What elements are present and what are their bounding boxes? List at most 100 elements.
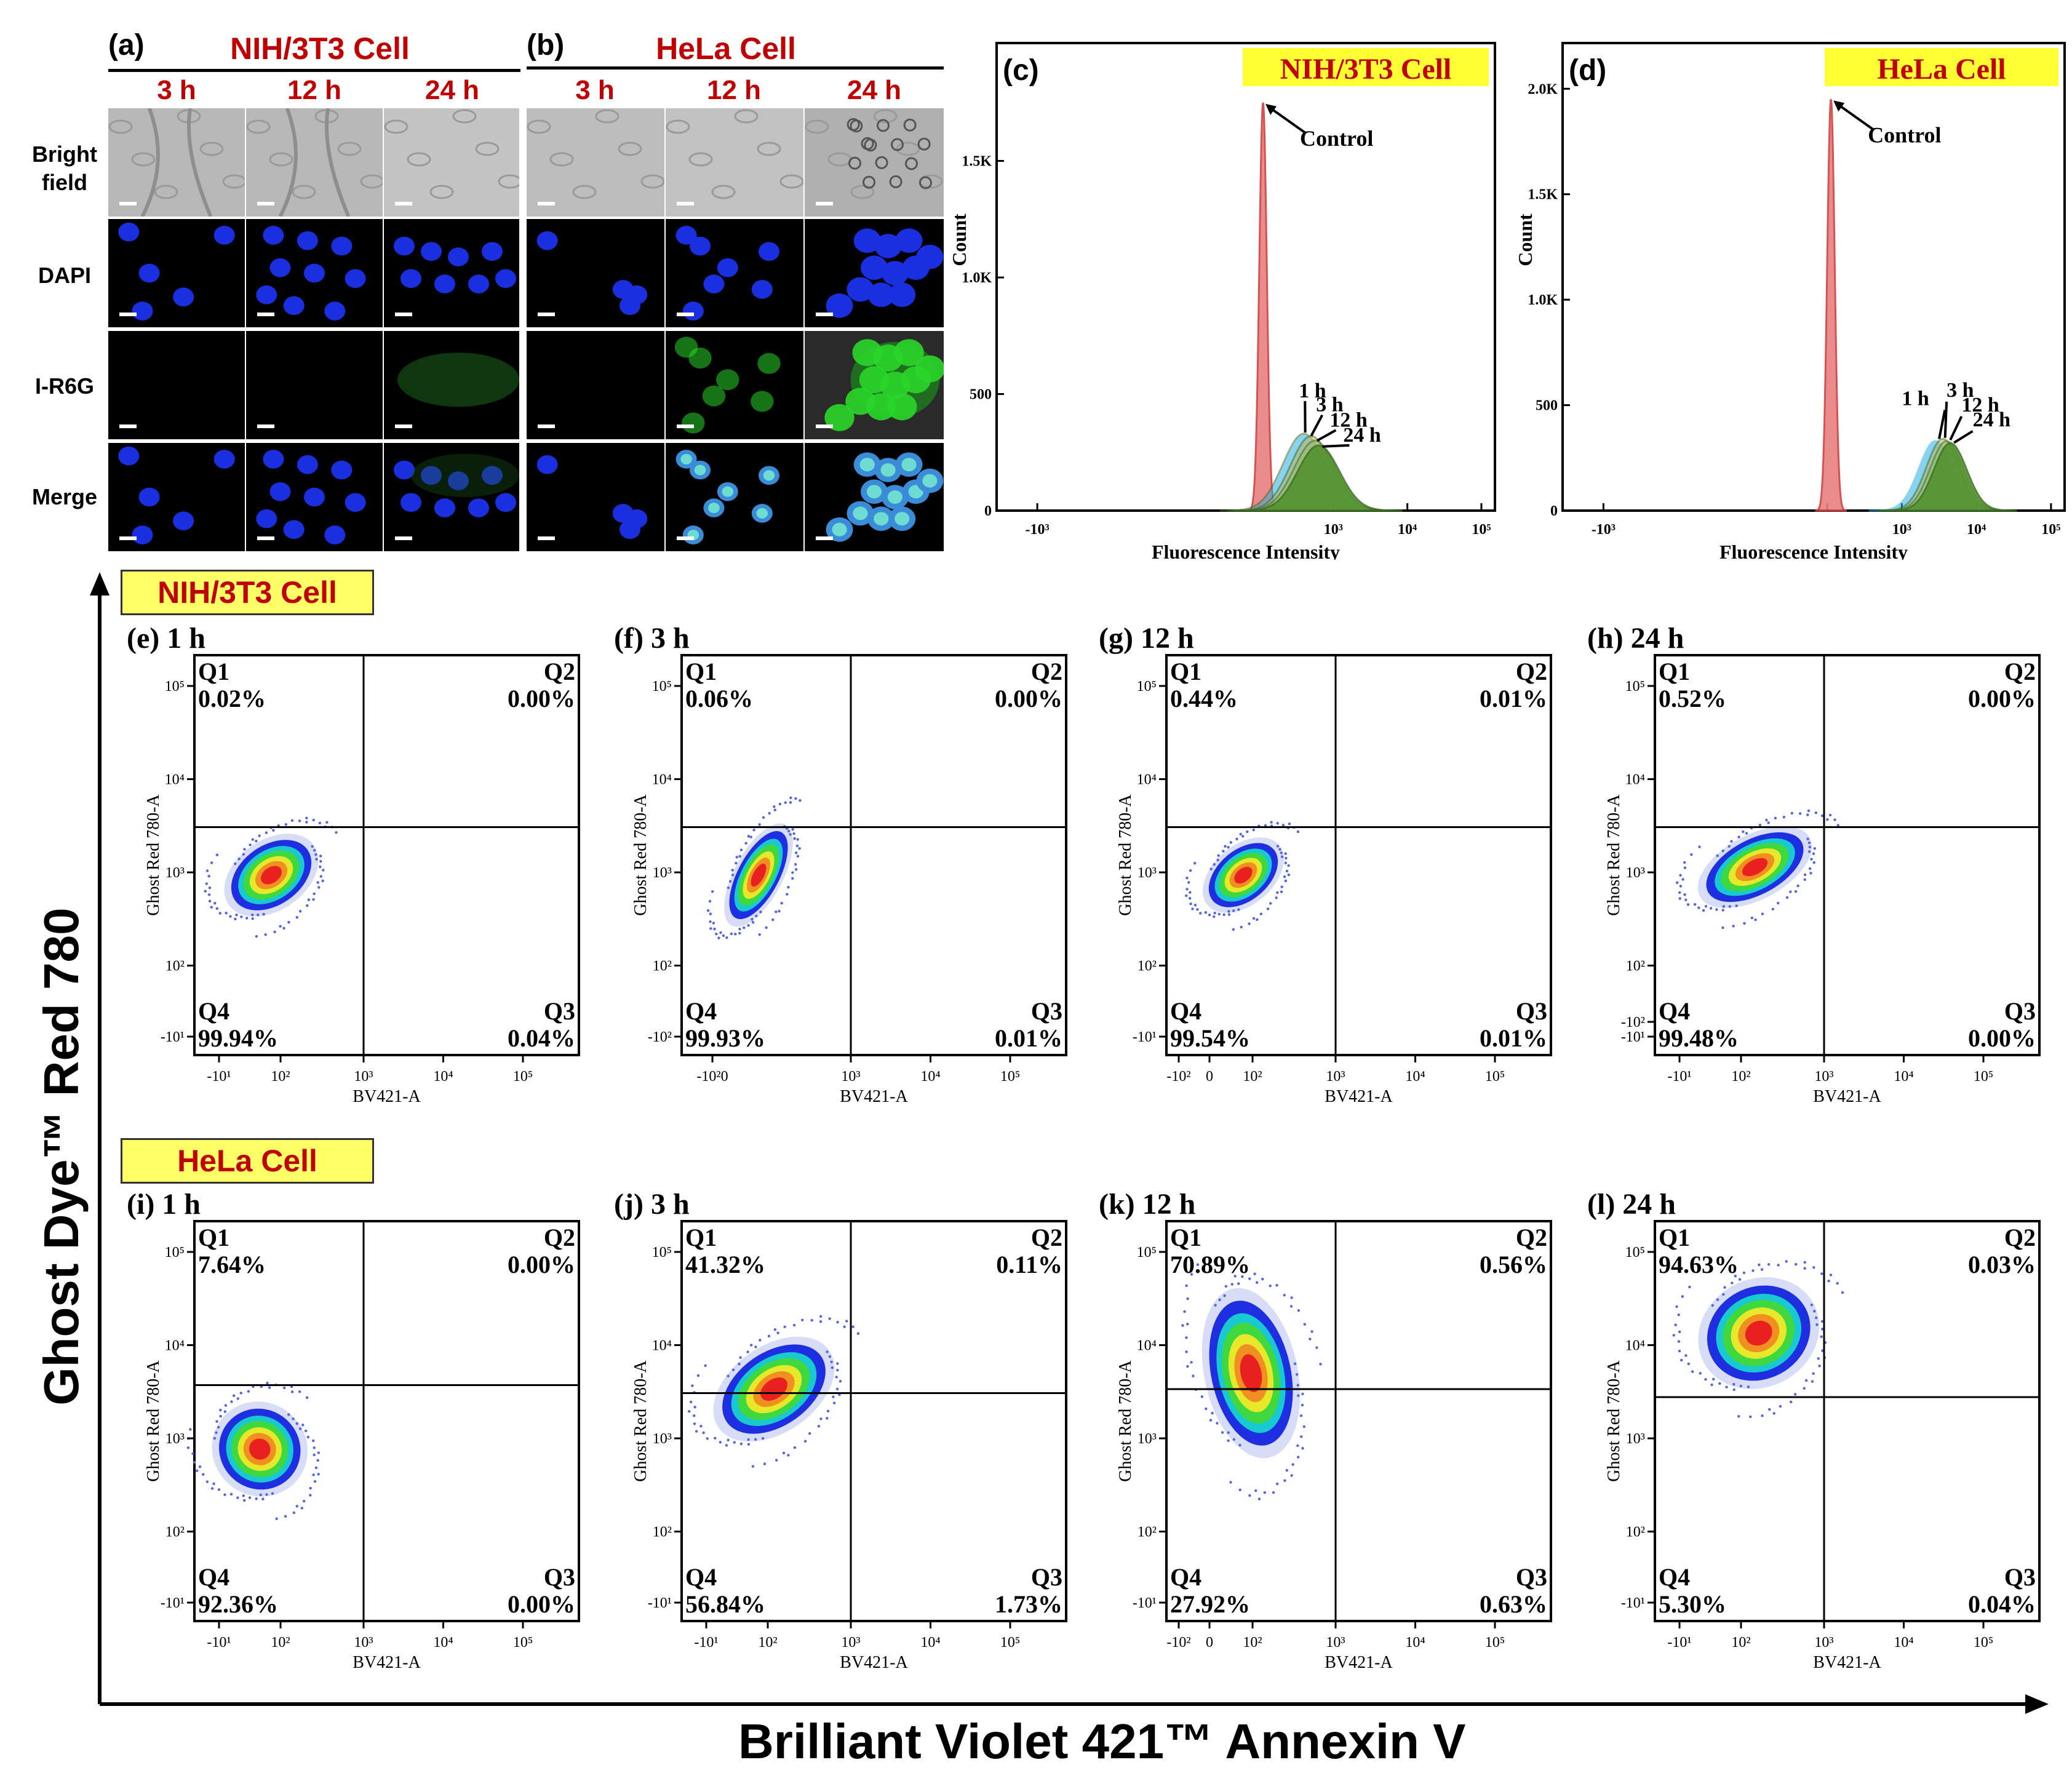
quadrant-percent: 0.00% — [508, 1251, 575, 1278]
micrograph-merge-b-12h — [666, 443, 803, 551]
x-tick-label: -10³ — [1026, 522, 1050, 538]
time-label: 1 h — [1299, 380, 1326, 402]
event-dot — [262, 912, 265, 916]
event-dot — [699, 1425, 703, 1428]
density-layer — [249, 1438, 271, 1460]
event-dot — [1814, 811, 1818, 815]
y-axis-title: Count — [1514, 213, 1536, 266]
event-dot — [1272, 1491, 1275, 1494]
dot-plot-i: (i) 1 hQ17.64%Q20.00%Q492.36%Q30.00%10⁵1… — [127, 1188, 580, 1672]
row-label-merge: Merge — [31, 484, 98, 509]
event-dot — [704, 1364, 707, 1368]
y-axis-title: Ghost Red 780-A — [144, 794, 163, 915]
control-arrow — [1835, 102, 1875, 132]
y-tick-label: 10² — [165, 1524, 185, 1540]
bf-structure — [734, 109, 759, 124]
event-dot — [312, 818, 315, 822]
event-dot — [778, 802, 782, 806]
event-dot — [835, 1376, 838, 1379]
event-dot — [210, 906, 213, 909]
event-dot — [758, 823, 761, 826]
event-dot — [1688, 1285, 1691, 1289]
time-arrow — [1953, 430, 1974, 444]
event-dot — [1718, 1382, 1721, 1385]
event-dot — [803, 1440, 807, 1443]
event-dot — [791, 877, 794, 880]
event-dot — [240, 915, 243, 918]
nucleus — [132, 301, 153, 321]
histogram-d: (d) HeLa Cell 0 500 1.0K 1.5K 2.0K -10³ 10³ 10⁴ 10… — [1514, 42, 2066, 560]
event-dot — [236, 1397, 239, 1400]
y-tick-label: 10⁴ — [1625, 772, 1645, 788]
event-dot — [312, 1439, 315, 1443]
y-tick-label: 10⁴ — [1137, 1338, 1157, 1354]
micrograph-image — [246, 108, 383, 217]
control-label: Control — [1868, 122, 1941, 147]
event-dot — [1777, 901, 1780, 905]
dot-plot-title: (h) 24 h — [1587, 622, 1684, 655]
event-dot — [778, 909, 781, 913]
scale-bar — [395, 424, 412, 428]
merge-haze — [411, 453, 519, 497]
x-axis-title: BV421-A — [1325, 1653, 1393, 1672]
bf-structure — [452, 109, 477, 124]
event-dot — [1185, 1350, 1188, 1353]
event-dot — [1732, 1382, 1735, 1386]
x-tick-label: -10²0 — [696, 1069, 728, 1085]
event-dot — [1749, 1415, 1752, 1419]
micrograph-image — [108, 108, 245, 217]
event-dot — [1257, 1497, 1261, 1500]
section-tag-nih: NIH/3T3 Cell — [121, 570, 374, 615]
event-dot — [309, 1486, 312, 1490]
event-dot — [787, 829, 791, 833]
quadrant-name: Q1 — [1659, 658, 1690, 685]
dot-plot-title: (i) 1 h — [127, 1188, 201, 1221]
quadrant-name: Q1 — [1659, 1224, 1690, 1251]
y-tick-label: 10⁴ — [165, 1338, 185, 1354]
event-dot — [1186, 1365, 1189, 1368]
event-dot — [1246, 830, 1249, 834]
event-dot — [773, 805, 776, 808]
event-dot — [251, 838, 254, 841]
event-dot — [1754, 918, 1757, 922]
event-dot — [775, 1459, 778, 1462]
event-dot — [1190, 1361, 1193, 1364]
nucleus — [448, 247, 469, 266]
green-signal — [915, 355, 944, 383]
event-dot — [1721, 909, 1724, 912]
event-dot — [776, 1331, 779, 1334]
event-dot — [1253, 1272, 1256, 1275]
event-dot — [1276, 1482, 1279, 1486]
scale-bar — [538, 536, 555, 540]
event-dot — [265, 831, 268, 834]
y-tick-label: 10³ — [165, 865, 185, 881]
nucleus — [345, 493, 366, 512]
event-dot — [1751, 1269, 1755, 1272]
event-dot — [1289, 1305, 1293, 1308]
event-dot — [1187, 881, 1190, 884]
micrograph-bright-a-3h — [108, 108, 245, 217]
event-dot — [223, 1410, 227, 1413]
event-dot — [725, 936, 728, 939]
micrograph-image — [527, 108, 664, 217]
y-tick-label: 10⁴ — [1137, 772, 1157, 788]
event-dot — [1732, 1388, 1735, 1392]
event-dot — [709, 912, 712, 915]
event-dot — [738, 927, 741, 931]
merge-overlap — [874, 512, 889, 526]
micrograph-image — [805, 219, 944, 327]
event-dot — [1702, 909, 1705, 912]
histogram-c: (c) NIH/3T3 Cell 0 500 1.0K 1.5K -10³ 10³ 10⁴ 10⁵… — [948, 42, 1496, 560]
event-dot — [302, 1499, 306, 1503]
nucleus — [304, 263, 325, 283]
nucleus — [331, 460, 353, 480]
bf-cell-cluster — [875, 156, 888, 169]
y-axis-title: Ghost Red 780-A — [144, 1360, 163, 1481]
event-dot — [243, 1499, 246, 1502]
plot-frame — [1654, 1220, 2041, 1622]
quadrant-percent: 70.89% — [1170, 1251, 1250, 1278]
time-label: 24 h — [1973, 408, 2011, 431]
event-dot — [1820, 1272, 1823, 1275]
event-dot — [1808, 867, 1812, 871]
event-dot — [1806, 837, 1809, 840]
